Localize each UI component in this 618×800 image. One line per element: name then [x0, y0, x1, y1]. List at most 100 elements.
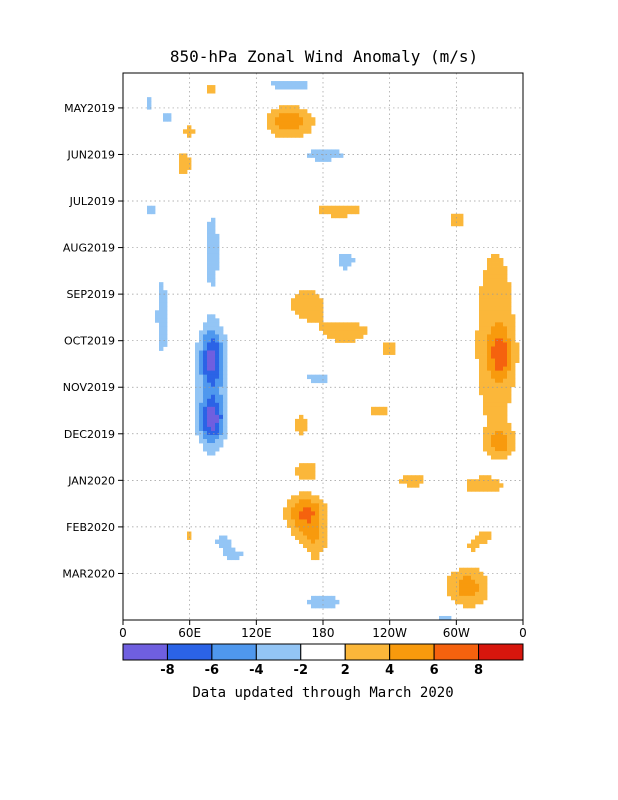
anomaly-cell	[327, 157, 332, 162]
anomaly-cell	[207, 314, 212, 319]
anomaly-cell	[507, 374, 512, 380]
anomaly-cell	[351, 209, 356, 215]
anomaly-cell	[475, 579, 480, 585]
anomaly-cell	[223, 422, 228, 428]
anomaly-cell	[327, 599, 332, 605]
anomaly-cell	[203, 447, 208, 452]
anomaly-cell	[303, 475, 308, 480]
anomaly-cell	[275, 81, 280, 86]
anomaly-cell	[483, 342, 488, 347]
anomaly-cell	[315, 539, 320, 544]
anomaly-cell	[499, 314, 504, 319]
anomaly-cell	[467, 587, 472, 593]
anomaly-cell	[495, 366, 500, 372]
anomaly-cell	[403, 475, 408, 480]
colorbar-swatch	[344, 643, 391, 661]
anomaly-cell	[207, 370, 212, 376]
anomaly-cell	[219, 330, 224, 335]
anomaly-cell	[215, 245, 220, 251]
anomaly-cell	[487, 430, 492, 436]
anomaly-cell	[303, 527, 308, 532]
anomaly-cell	[219, 354, 224, 359]
anomaly-cell	[503, 346, 508, 351]
anomaly-cell	[195, 342, 200, 347]
anomaly-cell	[207, 270, 212, 275]
anomaly-cell	[499, 322, 504, 327]
anomaly-cell	[287, 511, 292, 516]
anomaly-cell	[223, 374, 228, 380]
anomaly-cell	[207, 225, 212, 231]
anomaly-cell	[503, 386, 508, 392]
anomaly-cell	[159, 294, 164, 299]
anomaly-cell	[503, 322, 508, 327]
anomaly-cell	[219, 443, 224, 448]
anomaly-cell	[507, 443, 512, 448]
anomaly-cell	[503, 422, 508, 428]
anomaly-cell	[155, 318, 160, 323]
anomaly-cell	[487, 334, 492, 339]
anomaly-cell	[483, 278, 488, 283]
anomaly-cell	[479, 286, 484, 291]
anomaly-cell	[467, 543, 472, 549]
anomaly-cell	[455, 575, 460, 581]
anomaly-cell	[503, 278, 508, 283]
anomaly-cell	[483, 326, 488, 331]
anomaly-cell	[211, 406, 216, 412]
anomaly-cell	[303, 422, 308, 428]
anomaly-cell	[299, 113, 304, 118]
y-tick-label: JAN2020	[67, 474, 115, 487]
anomaly-cell	[335, 326, 340, 331]
anomaly-cell	[207, 358, 212, 363]
anomaly-cell	[495, 318, 500, 323]
anomaly-cell	[307, 519, 312, 524]
anomaly-cell	[299, 531, 304, 536]
anomaly-cell	[299, 129, 304, 134]
anomaly-cell	[499, 451, 504, 456]
anomaly-cell	[471, 571, 476, 577]
anomaly-cell	[503, 382, 508, 388]
anomaly-cell	[483, 310, 488, 315]
anomaly-cell	[199, 366, 204, 372]
anomaly-cell	[447, 579, 452, 585]
anomaly-cell	[311, 603, 316, 609]
anomaly-cell	[511, 434, 516, 440]
anomaly-cell	[319, 523, 324, 528]
anomaly-cell	[483, 378, 488, 384]
anomaly-cell	[499, 346, 504, 351]
anomaly-cell	[231, 547, 236, 553]
anomaly-cell	[291, 523, 296, 528]
anomaly-cell	[283, 133, 288, 138]
anomaly-cell	[359, 330, 364, 335]
anomaly-cell	[487, 390, 492, 396]
anomaly-cell	[207, 253, 212, 259]
anomaly-cell	[487, 451, 492, 456]
anomaly-cell	[483, 290, 488, 295]
anomaly-cell	[163, 113, 168, 118]
anomaly-cell	[483, 318, 488, 323]
anomaly-cell	[303, 302, 308, 307]
anomaly-cell	[507, 326, 512, 331]
anomaly-cell	[295, 298, 300, 303]
anomaly-cell	[375, 410, 380, 416]
anomaly-cell	[215, 418, 220, 424]
anomaly-cell	[303, 129, 308, 134]
anomaly-cell	[463, 603, 468, 609]
anomaly-cell	[495, 314, 500, 319]
anomaly-cell	[491, 418, 496, 424]
anomaly-cell	[315, 294, 320, 299]
anomaly-cell	[195, 430, 200, 436]
anomaly-cell	[311, 539, 316, 544]
anomaly-cell	[291, 511, 296, 516]
anomaly-cell	[487, 314, 492, 319]
anomaly-cell	[295, 523, 300, 528]
anomaly-cell	[491, 346, 496, 351]
anomaly-cell	[199, 394, 204, 400]
anomaly-cell	[507, 354, 512, 359]
anomaly-cell	[503, 447, 508, 452]
anomaly-cell	[331, 334, 336, 339]
anomaly-cell	[471, 583, 476, 589]
anomaly-cell	[319, 314, 324, 319]
anomaly-cell	[315, 495, 320, 500]
anomaly-cell	[287, 503, 292, 508]
anomaly-cell	[507, 318, 512, 323]
